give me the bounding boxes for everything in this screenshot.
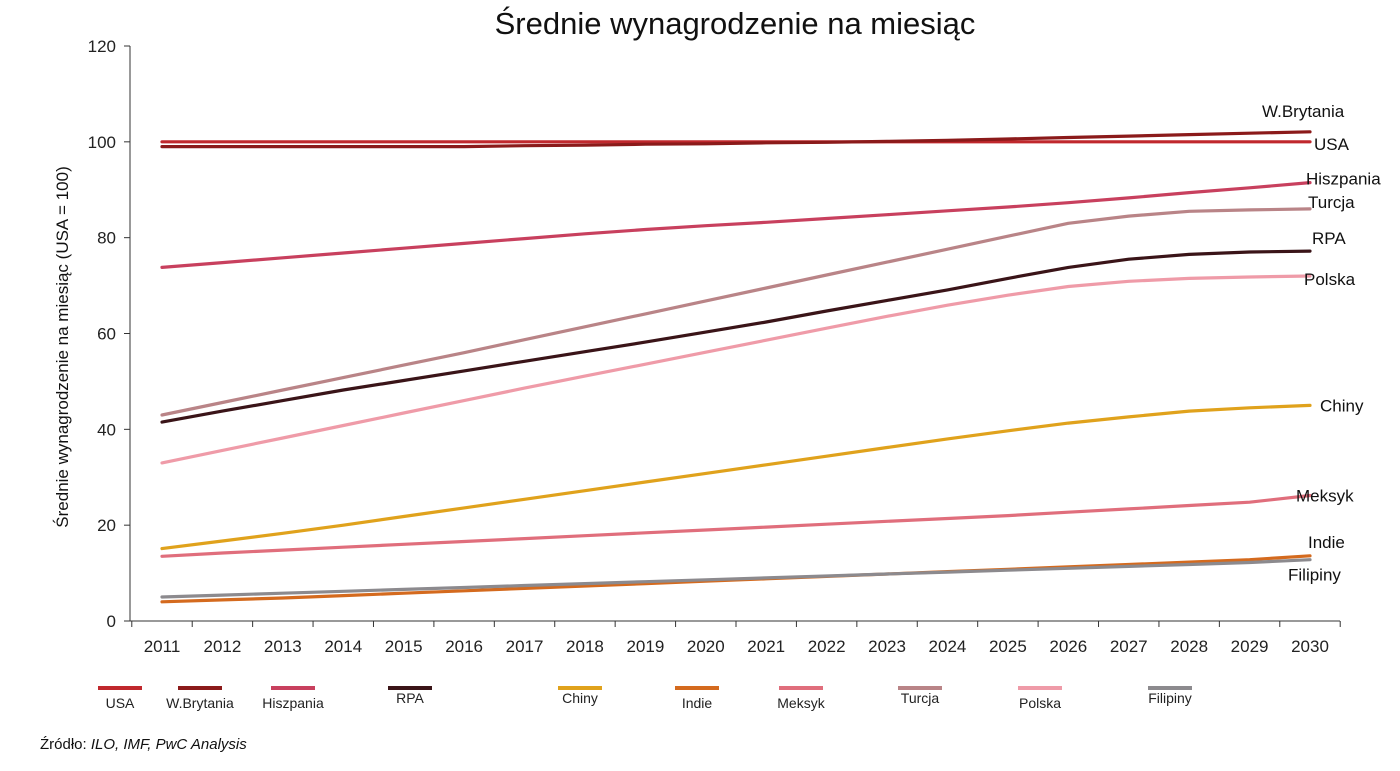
legend-label: USA <box>106 695 135 711</box>
legend-label: Chiny <box>562 690 598 706</box>
x-tick-label: 2013 <box>264 637 302 656</box>
series-line-meksyk <box>160 493 1312 558</box>
series-line-polska <box>160 274 1312 465</box>
end-label: Meksyk <box>1296 486 1354 505</box>
legend-label: Hiszpania <box>262 695 324 711</box>
legend-label: W.Brytania <box>166 695 234 711</box>
series-line-turcja <box>160 207 1312 417</box>
legend-label: Indie <box>682 695 713 711</box>
series-lines <box>160 130 1312 604</box>
x-tick-label: 2021 <box>747 637 785 656</box>
source-note: Źródło: ILO, IMF, PwC Analysis <box>40 736 247 753</box>
y-tick-label: 20 <box>97 516 116 535</box>
end-label: Chiny <box>1320 396 1364 415</box>
series-line-chiny <box>160 403 1312 551</box>
x-tick-label: 2027 <box>1110 637 1148 656</box>
series-line-w-brytania <box>160 130 1312 149</box>
legend-label: Filipiny <box>1148 690 1192 706</box>
x-tick-label: 2014 <box>324 637 362 656</box>
end-label: W.Brytania <box>1262 102 1345 121</box>
source-prefix: Źródło: <box>40 736 91 753</box>
end-label: Filipiny <box>1288 566 1341 585</box>
end-label: USA <box>1314 135 1350 154</box>
y-axis-label: Średnie wynagrodzenie na miesiąc (USA = … <box>53 166 72 527</box>
legend-label: RPA <box>396 690 424 706</box>
x-tick-label: 2029 <box>1231 637 1269 656</box>
series-line-hiszpania <box>160 181 1312 269</box>
end-label: Polska <box>1304 270 1356 289</box>
end-label: Turcja <box>1308 193 1355 212</box>
x-tick-label: 2026 <box>1049 637 1087 656</box>
legend-label: Polska <box>1019 695 1061 711</box>
x-tick-label: 2024 <box>929 637 967 656</box>
y-tick-label: 40 <box>97 420 116 439</box>
x-tick-label: 2030 <box>1291 637 1329 656</box>
axes <box>129 46 1340 622</box>
series-line-filipiny <box>160 558 1312 599</box>
end-label: Indie <box>1308 533 1345 552</box>
y-tick-label: 100 <box>88 133 116 152</box>
x-tick-label: 2023 <box>868 637 906 656</box>
x-tick-label: 2025 <box>989 637 1027 656</box>
y-axis-ticks: 0 20 40 60 80 100 120 <box>88 37 130 631</box>
end-label: RPA <box>1312 229 1346 248</box>
series-line-rpa <box>160 249 1312 424</box>
x-tick-label: 2012 <box>204 637 242 656</box>
y-tick-label: 120 <box>88 37 116 56</box>
x-tick-label: 2028 <box>1170 637 1208 656</box>
y-tick-label: 80 <box>97 229 116 248</box>
legend: USA W.Brytania Hiszpania RPA Chiny Indie Meksy… <box>98 686 1192 711</box>
legend-label: Turcja <box>901 690 940 706</box>
x-tick-label: 2018 <box>566 637 604 656</box>
x-tick-label: 2017 <box>506 637 544 656</box>
end-label: Hiszpania <box>1306 170 1381 189</box>
legend-label: Meksyk <box>777 695 825 711</box>
x-tick-label: 2020 <box>687 637 725 656</box>
y-tick-label: 0 <box>107 612 116 631</box>
x-tick-label: 2022 <box>808 637 846 656</box>
y-tick-label: 60 <box>97 325 116 344</box>
x-tick-label: 2011 <box>144 637 181 656</box>
chart-title: Średnie wynagrodzenie na miesiąc <box>495 5 976 41</box>
x-axis-ticks: 2011 2012 2013 2014 2015 2016 2017 2018 2019 2020… <box>131 621 1341 656</box>
x-tick-label: 2015 <box>385 637 423 656</box>
series-end-labels: W.Brytania USA Hiszpania Turcja RPA Polska Chi… <box>1262 102 1381 585</box>
x-tick-label: 2016 <box>445 637 483 656</box>
source-text: ILO, IMF, PwC Analysis <box>90 736 247 753</box>
x-tick-label: 2019 <box>626 637 664 656</box>
